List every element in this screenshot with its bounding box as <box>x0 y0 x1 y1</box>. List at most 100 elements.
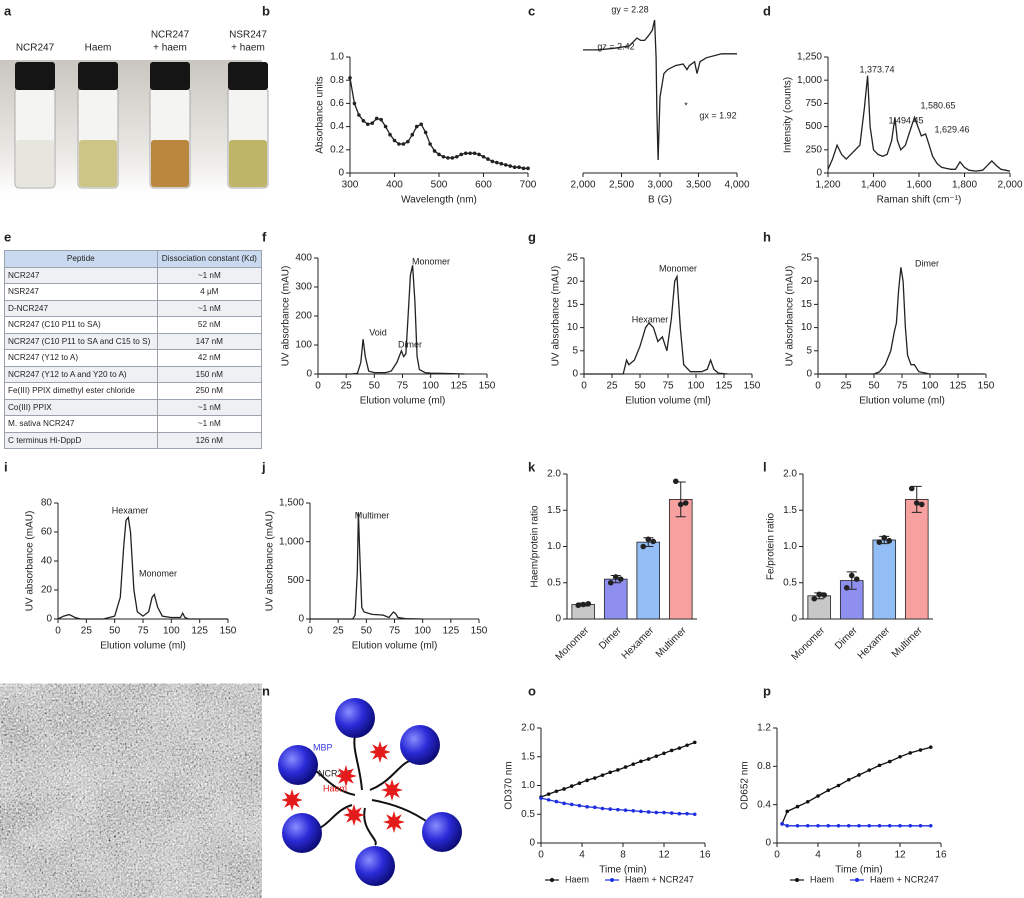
replicate-point <box>575 602 582 609</box>
data-point <box>352 101 357 106</box>
data-point <box>623 808 628 813</box>
data-line <box>318 265 465 375</box>
x-tick-label: 300 <box>342 180 359 191</box>
table-row: D-NCR247 ~1 nM <box>4 299 263 317</box>
x-tick-label: Dimer <box>597 625 624 652</box>
data-point <box>795 823 800 828</box>
diagram: MBP NCR247 Haem <box>278 698 462 886</box>
y-tick-label: 750 <box>805 98 822 109</box>
y-tick-label: 1.5 <box>783 505 797 516</box>
annotation: * <box>684 100 688 110</box>
table-row: NCR247 ~1 nM <box>4 266 263 284</box>
x-tick-label: 3,500 <box>686 180 711 191</box>
y-tick-label: 10 <box>567 322 579 333</box>
data-point <box>419 122 424 127</box>
data-point <box>392 138 397 143</box>
x-tick-label: 12 <box>658 850 670 861</box>
table-cell: 126 nM <box>156 431 263 449</box>
legend-label: Haem <box>565 874 589 884</box>
annotation: Dimer <box>915 258 939 268</box>
vial-label: NSR247 <box>229 30 267 41</box>
y-tick-label: 1.0 <box>783 541 797 552</box>
y-axis-label: Absorbance units <box>315 76 326 153</box>
table-cell: 52 nM <box>156 316 263 334</box>
data-point <box>600 806 605 811</box>
y-axis-label: UV absorbance (mAU) <box>281 266 292 367</box>
x-tick-label: 100 <box>922 381 939 392</box>
annotation: 1,494.45 <box>888 115 923 125</box>
x-tick-label: Dimer <box>833 625 860 652</box>
table-cell: 42 nM <box>156 349 263 367</box>
x-tick-label: 125 <box>716 381 733 392</box>
haem-star <box>281 789 303 811</box>
y-tick-label: 1.0 <box>521 780 535 791</box>
data-point <box>795 804 800 809</box>
data-point <box>593 776 597 780</box>
y-tick-label: 40 <box>41 556 53 567</box>
vial-label: + haem <box>153 43 187 54</box>
panel-letter: n <box>262 683 270 698</box>
data-line <box>827 75 1011 172</box>
y-tick-label: 0.5 <box>547 577 561 588</box>
x-tick-label: 75 <box>389 626 401 637</box>
y-tick-label: 2.0 <box>521 723 535 734</box>
x-axis-label: Elution volume (ml) <box>625 396 711 407</box>
data-point <box>374 116 379 121</box>
y-tick-label: 500 <box>805 121 822 132</box>
haem-star <box>383 811 405 833</box>
x-tick-label: 25 <box>840 381 852 392</box>
x-tick-label: 25 <box>606 381 618 392</box>
table-cell: NCR247 <box>4 266 158 284</box>
panel-letter: d <box>763 3 771 18</box>
data-point <box>432 149 437 153</box>
data-point <box>499 161 504 166</box>
x-tick-label: 2,500 <box>609 180 634 191</box>
x-axis-label: Raman shift (cm⁻¹) <box>877 195 962 206</box>
x-tick-label: 150 <box>220 626 237 637</box>
data-point <box>857 823 861 828</box>
y-tick-label: 0 <box>555 614 561 625</box>
x-tick-label: Monomer <box>790 625 828 663</box>
replicate-point <box>682 500 689 506</box>
data-point <box>877 823 882 828</box>
diagram-label: Haem <box>323 783 347 793</box>
data-point <box>410 132 415 137</box>
annotation: gx = 1.92 <box>699 110 736 120</box>
y-tick-label: 0.4 <box>330 121 344 132</box>
table-row: M. sativa NCR247 ~1 nM <box>4 415 263 433</box>
data-point <box>437 152 441 157</box>
x-axis-label: B (G) <box>648 195 672 206</box>
data-point <box>631 762 636 767</box>
replicate-point <box>640 543 647 550</box>
data-point <box>908 751 913 755</box>
vial-liquid <box>16 140 54 187</box>
y-tick-label: 80 <box>41 498 53 509</box>
data-point <box>569 784 574 788</box>
table-cell: Co(III) PPIX <box>4 398 158 416</box>
panel-letter: k <box>528 459 536 474</box>
kd-table: Peptide Dissociation constant (Kd) NCR247… <box>4 250 263 449</box>
x-tick-label: 100 <box>414 626 431 637</box>
table-row: NCR247 (Y12 to A and Y20 to A) 150 nM <box>4 365 263 383</box>
data-point <box>816 794 820 798</box>
data-point <box>546 792 551 796</box>
y-axis-label: UV absorbance (mAU) <box>25 511 36 612</box>
replicate-point <box>876 539 883 545</box>
data-point <box>379 117 383 122</box>
x-tick-label: 500 <box>431 180 448 191</box>
panel-letter: i <box>4 459 8 474</box>
table-cell: 147 nM <box>156 332 263 350</box>
y-axis-label: UV absorbance (mAU) <box>551 266 562 367</box>
data-point <box>685 811 689 816</box>
y-axis-label: Fe/protein ratio <box>766 512 777 580</box>
table-cell: NSR247 <box>4 283 158 301</box>
x-tick-label: 3,000 <box>647 180 672 191</box>
x-tick-label: 150 <box>744 381 761 392</box>
data-point <box>383 124 388 129</box>
data-point <box>928 823 933 828</box>
y-tick-label: 1.0 <box>547 541 561 552</box>
x-tick-label: 150 <box>471 626 488 637</box>
data-point <box>357 113 361 117</box>
data-point <box>867 823 872 828</box>
data-point <box>846 823 851 828</box>
